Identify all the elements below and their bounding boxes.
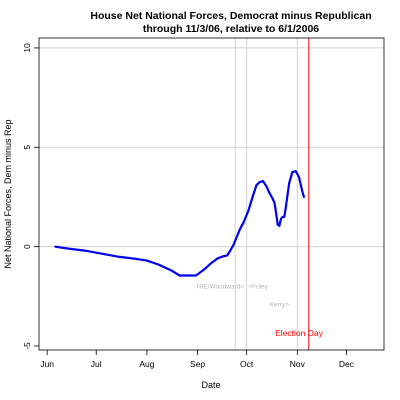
y-tick-label-0: -5	[22, 342, 32, 350]
vline-layer	[234, 38, 310, 350]
y-axis-label: Net National Forces, Dem minus Rep	[3, 119, 13, 268]
x-axis: Jun Jul Aug Sep Oct Nov Dec	[40, 350, 355, 369]
annotation-2: Kerry>	[270, 301, 290, 308]
chart-title-line1: House Net National Forces, Democrat minu…	[90, 10, 371, 22]
x-tick-label-5: Nov	[290, 359, 306, 369]
annotation-0: NIE/Woodward>	[197, 283, 245, 290]
chart-title-line2: through 11/3/06, relative to 6/1/2006	[143, 23, 319, 35]
annotation-layer: NIE/Woodward> <Foley Kerry> Election Day	[197, 283, 324, 338]
x-tick-label-0: Jun	[40, 359, 54, 369]
annotation-3: Election Day	[275, 328, 323, 338]
annotation-1: <Foley	[248, 283, 268, 290]
y-axis: -5 0 5 10	[22, 43, 39, 350]
grid-layer	[39, 47, 384, 248]
x-tick-label-2: Aug	[139, 359, 154, 369]
y-tick-label-1: 0	[22, 244, 32, 249]
x-tick-label-6: Dec	[339, 359, 355, 369]
x-tick-label-3: Sep	[190, 359, 205, 369]
x-tick-label-1: Jul	[91, 359, 102, 369]
y-tick-label-3: 10	[22, 43, 32, 53]
x-tick-label-4: Oct	[240, 359, 254, 369]
series-layer	[54, 170, 305, 277]
plot-frame	[38, 37, 385, 351]
series-line-0	[54, 170, 305, 277]
x-axis-label: Date	[201, 380, 220, 390]
y-tick-label-2: 5	[22, 145, 32, 150]
